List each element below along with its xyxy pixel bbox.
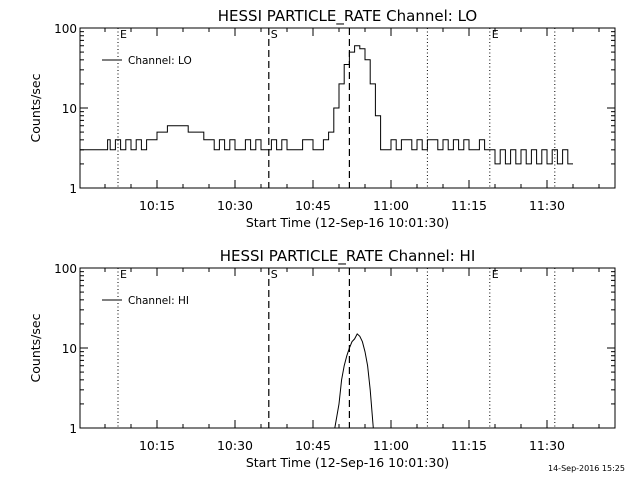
chart2-x-tick-label: 10:45 xyxy=(295,438,331,453)
chart1-marker-label: S xyxy=(271,28,278,41)
footer-timestamp: 14-Sep-2016 15:25 xyxy=(548,464,625,473)
chart2-y-tick-label: 100 xyxy=(54,262,77,276)
chart2-y-axis-label: Counts/sec xyxy=(28,313,43,382)
chart2-title: HESSI PARTICLE_RATE Channel: HI xyxy=(220,247,476,266)
chart2-marker-label: S xyxy=(271,268,278,281)
chart1-x-tick-label: 11:30 xyxy=(529,198,565,213)
chart2-legend-label: Channel: HI xyxy=(128,295,189,307)
chart1-marker-label: E xyxy=(492,28,499,41)
chart1-x-tick-label: 10:45 xyxy=(295,198,331,213)
chart1-legend-label: Channel: LO xyxy=(128,55,192,67)
chart1-x-tick-label: 11:00 xyxy=(373,198,409,213)
chart1-y-tick-label: 10 xyxy=(62,102,77,116)
chart1-title: HESSI PARTICLE_RATE Channel: LO xyxy=(218,7,477,26)
chart2-x-tick-label: 10:15 xyxy=(139,438,175,453)
chart1-x-tick-label: 10:15 xyxy=(139,198,175,213)
chart2-marker-label: E xyxy=(492,268,499,281)
chart2-series-line xyxy=(334,333,374,429)
chart2-x-axis-label: Start Time (12-Sep-16 10:01:30) xyxy=(246,455,449,470)
chart1-x-axis-label: Start Time (12-Sep-16 10:01:30) xyxy=(246,215,449,230)
chart1-y-tick-label: 1 xyxy=(69,182,77,196)
chart1-y-axis-label: Counts/sec xyxy=(28,73,43,142)
chart2-x-tick-label: 11:15 xyxy=(451,438,487,453)
chart2-x-tick-label: 10:30 xyxy=(217,438,253,453)
chart2-x-tick-label: 11:30 xyxy=(529,438,565,453)
chart1-x-tick-label: 11:15 xyxy=(451,198,487,213)
chart1-series-line xyxy=(80,45,573,165)
chart1-y-tick-label: 100 xyxy=(54,22,77,36)
chart2-plot-frame xyxy=(79,267,616,429)
chart2-y-tick-label: 1 xyxy=(69,422,77,436)
chart1-plot-frame xyxy=(79,27,616,189)
chart2-marker-label: E xyxy=(120,268,127,281)
chart2-y-tick-label: 10 xyxy=(62,342,77,356)
chart2-x-tick-label: 11:00 xyxy=(373,438,409,453)
chart1-x-tick-label: 10:30 xyxy=(217,198,253,213)
chart1-marker-label: E xyxy=(120,28,127,41)
